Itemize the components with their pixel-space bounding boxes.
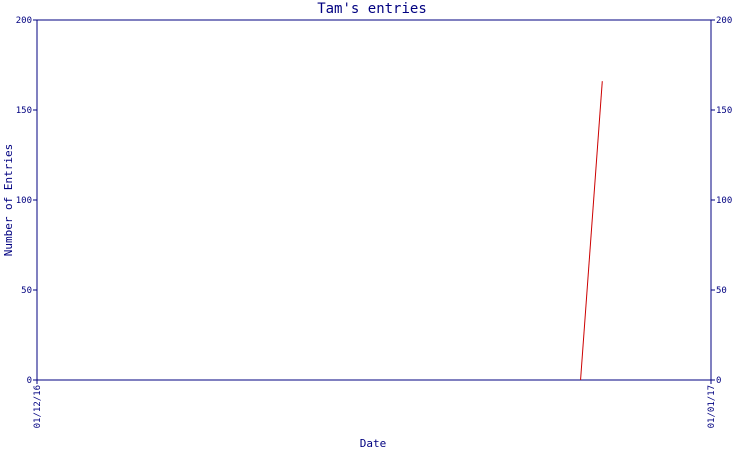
series-line (580, 81, 603, 381)
y-tick-right-label: 200 (716, 16, 732, 26)
x-tick-label: 01/12/16 (33, 385, 43, 428)
y-tick-right-label: 50 (716, 286, 727, 296)
y-tick-left-label: 100 (16, 196, 32, 206)
y-tick-left-label: 150 (16, 106, 32, 116)
x-tick-label: 01/01/17 (707, 385, 717, 428)
series-layer (580, 81, 603, 381)
y-tick-right-label: 0 (716, 376, 721, 386)
y-axis-right: 0 50 100 150 200 (711, 16, 732, 386)
y-tick-right-label: 100 (716, 196, 732, 206)
y-tick-left-label: 0 (27, 376, 32, 386)
y-tick-right-label: 150 (716, 106, 732, 116)
x-axis: 01/12/16 01/01/17 (33, 380, 717, 428)
y-axis-left: 0 50 100 150 200 (16, 16, 37, 386)
x-axis-label: Date (360, 437, 387, 450)
chart-title: Tam's entries (317, 1, 427, 17)
y-axis-label: Number of Entries (2, 144, 15, 257)
y-tick-left-label: 200 (16, 16, 32, 26)
plot-frame (36, 19, 712, 381)
y-tick-left-label: 50 (21, 286, 32, 296)
